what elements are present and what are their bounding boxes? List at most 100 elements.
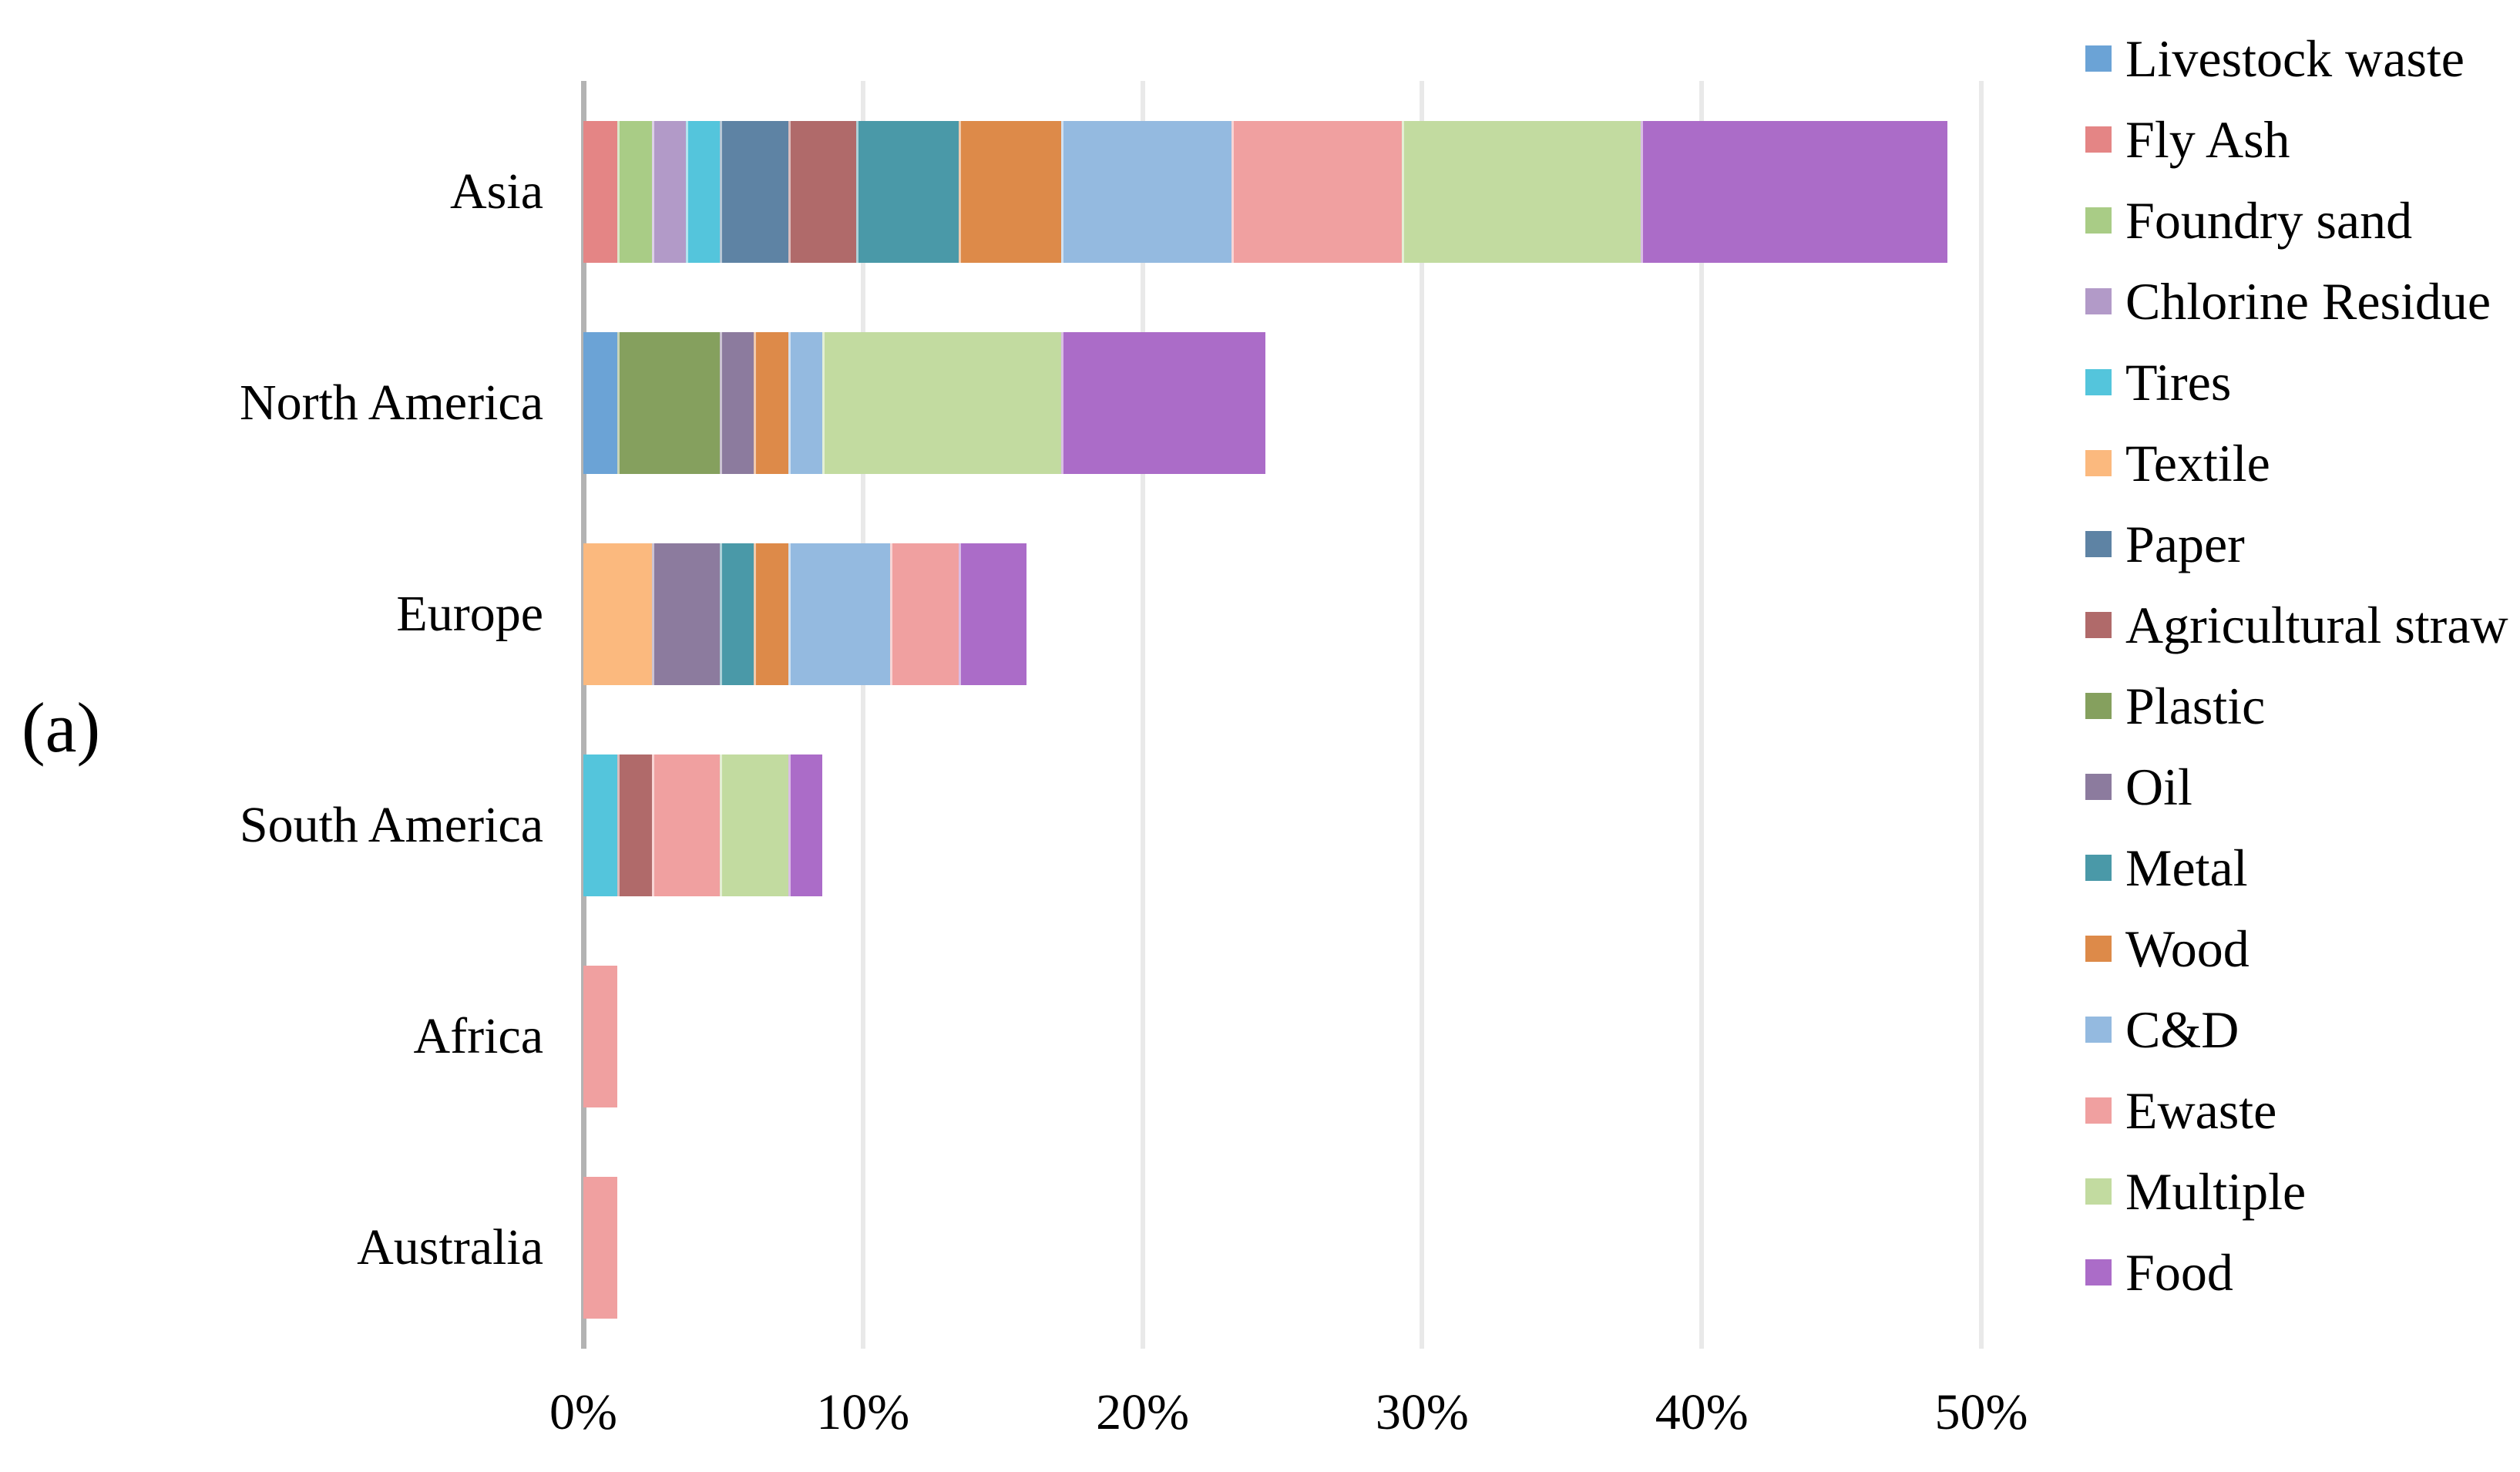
legend-label-food: Food [2125,1243,2233,1302]
legend-item-multiple: Multiple [2085,1164,2306,1218]
bar-segment-asia-agricultural-straw [788,121,857,263]
legend-swatch-plastic [2085,693,2112,719]
panel-label: (a) [22,688,101,767]
legend-swatch-textile [2085,450,2112,476]
legend-swatch-wood [2085,936,2112,962]
legend-label-plastic: Plastic [2125,677,2266,735]
legend-item-oil: Oil [2085,760,2192,814]
bar-segment-asia-c-d [1060,121,1231,263]
bar-segment-north-america-oil [720,332,754,474]
category-label-europe: Europe [396,586,543,642]
bar-segment-australia-ewaste [583,1177,618,1319]
bar-segment-asia-metal [856,121,959,263]
bar-segment-europe-food [958,543,1027,685]
legend-item-c-d: C&D [2085,1003,2239,1057]
legend-label-agricultural-straw: Agricultural straw [2125,596,2508,654]
legend-item-food: Food [2085,1245,2233,1299]
bar-segment-africa-ewaste [583,966,618,1107]
x-tick-label-0pct: 0% [549,1384,617,1440]
bar-segment-south-america-ewaste [651,754,721,896]
category-label-asia: Asia [450,163,543,220]
gridline-50pct [1979,81,1984,1349]
legend-swatch-livestock-waste [2085,45,2112,72]
legend-item-chlorine-residue: Chlorine Residue [2085,274,2491,328]
legend-swatch-multiple [2085,1178,2112,1205]
bar-segment-north-america-c-d [788,332,822,474]
legend-swatch-tires [2085,369,2112,395]
x-tick-label-20pct: 20% [1096,1384,1190,1440]
legend-item-plastic: Plastic [2085,679,2265,733]
bar-asia [583,121,1948,263]
bar-segment-asia-ewaste [1231,121,1403,263]
category-label-australia: Australia [357,1219,543,1275]
x-tick-label-10pct: 10% [816,1384,910,1440]
legend-swatch-c-d [2085,1017,2112,1043]
legend-swatch-foundry-sand [2085,207,2112,234]
legend-label-c-d: C&D [2125,1000,2239,1059]
legend-label-multiple: Multiple [2125,1162,2307,1221]
bar-segment-asia-tires [685,121,720,263]
gridline-30pct [1420,81,1425,1349]
bar-segment-asia-wood [958,121,1061,263]
legend-label-metal: Metal [2125,839,2248,897]
x-tick-label-50pct: 50% [1934,1384,2028,1440]
legend-label-textile: Textile [2125,434,2270,492]
legend-swatch-chlorine-residue [2085,288,2112,314]
bar-segment-asia-fly-ash [583,121,618,263]
bar-segment-north-america-wood [754,332,788,474]
bar-segment-asia-foundry-sand [617,121,652,263]
bar-segment-europe-oil [651,543,721,685]
legend-item-fly-ash: Fly Ash [2085,113,2290,166]
gridline-10pct [860,81,865,1349]
x-tick-label-30pct: 30% [1375,1384,1469,1440]
legend-label-fly-ash: Fly Ash [2125,110,2290,169]
bar-south-america [583,754,822,896]
legend-item-textile: Textile [2085,436,2270,490]
bar-segment-north-america-plastic [617,332,721,474]
gridline-20pct [1140,81,1145,1349]
bar-segment-north-america-food [1060,332,1266,474]
bar-segment-south-america-food [788,754,822,896]
bar-segment-south-america-multiple [720,754,788,896]
legend-label-foundry-sand: Foundry sand [2125,191,2413,250]
bar-segment-europe-textile [583,543,652,685]
bar-segment-asia-food [1641,121,1948,263]
legend-swatch-food [2085,1259,2112,1285]
legend-item-agricultural-straw: Agricultural straw [2085,598,2508,652]
legend-swatch-agricultural-straw [2085,612,2112,638]
legend-label-livestock-waste: Livestock waste [2125,29,2465,88]
bar-segment-north-america-livestock-waste [583,332,618,474]
legend-item-livestock-waste: Livestock waste [2085,32,2465,86]
legend-label-ewaste: Ewaste [2125,1081,2277,1140]
legend-label-wood: Wood [2125,919,2250,978]
bar-segment-asia-multiple [1402,121,1641,263]
bar-africa [583,966,618,1107]
y-axis-line [581,81,586,1349]
x-tick-label-40pct: 40% [1655,1384,1749,1440]
legend-label-oil: Oil [2125,758,2192,816]
legend-item-paper: Paper [2085,517,2245,571]
legend-item-tires: Tires [2085,355,2231,409]
legend-item-ewaste: Ewaste [2085,1084,2276,1138]
bar-north-america [583,332,1266,474]
bar-segment-europe-ewaste [890,543,959,685]
category-label-south-america: South America [239,797,543,853]
bar-segment-europe-metal [720,543,754,685]
bar-segment-asia-paper [720,121,788,263]
bar-segment-south-america-tires [583,754,618,896]
legend-label-chlorine-residue: Chlorine Residue [2125,272,2491,331]
bar-segment-south-america-agricultural-straw [617,754,652,896]
bar-segment-north-america-multiple [822,332,1061,474]
bar-segment-asia-chlorine-residue [651,121,686,263]
legend-swatch-paper [2085,531,2112,557]
category-label-north-america: North America [239,375,543,431]
bar-australia [583,1177,618,1319]
legend-swatch-fly-ash [2085,126,2112,153]
bar-segment-europe-wood [754,543,788,685]
legend-item-metal: Metal [2085,841,2248,895]
legend-swatch-ewaste [2085,1097,2112,1124]
legend-item-foundry-sand: Foundry sand [2085,193,2412,247]
legend-label-paper: Paper [2125,515,2245,573]
legend-swatch-oil [2085,774,2112,800]
